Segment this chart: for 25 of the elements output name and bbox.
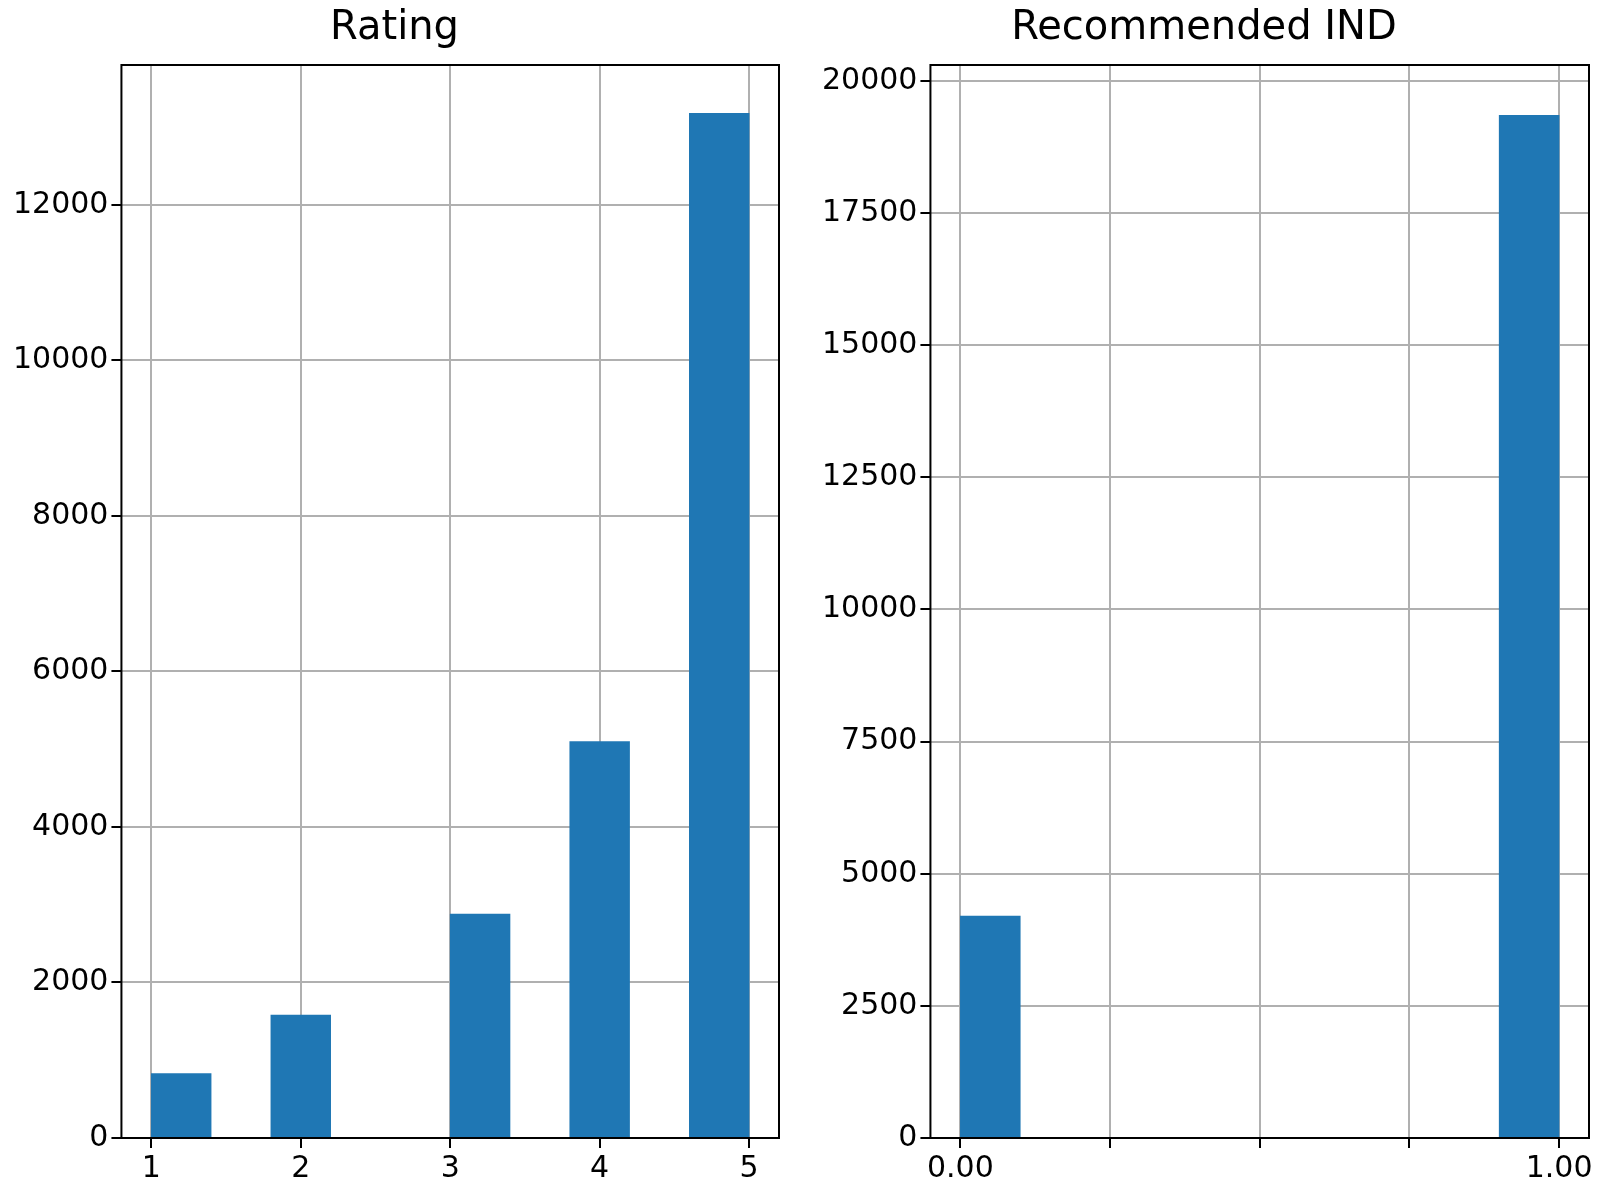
x-tick-label: 0.00 (926, 1148, 994, 1184)
chart-title: Rating (330, 2, 459, 49)
y-tick-label: 15000 (822, 324, 918, 360)
x-tick-label: 2 (291, 1148, 311, 1184)
y-tick-label: 7500 (841, 721, 918, 757)
y-tick-label: 17500 (822, 192, 918, 228)
y-tick-label: 5000 (841, 853, 918, 889)
x-tick-label: 3 (440, 1148, 460, 1184)
y-tick-label: 6000 (32, 651, 109, 687)
y-tick-label: 0 (89, 1117, 109, 1153)
x-tick-label: 1 (141, 1148, 161, 1184)
y-tick-label: 0 (898, 1117, 918, 1153)
y-tick-label: 10000 (13, 340, 109, 376)
y-tick-label: 12000 (13, 184, 109, 220)
y-tick-label: 2000 (32, 962, 109, 998)
y-tick-label: 2500 (841, 985, 918, 1021)
x-tick-label: 1.00 (1525, 1148, 1593, 1184)
y-tick-label: 4000 (32, 806, 109, 842)
x-tick-label: 5 (739, 1148, 759, 1184)
y-tick-label: 20000 (822, 60, 918, 96)
y-tick-label: 10000 (822, 589, 918, 625)
x-tick-label: 4 (590, 1148, 610, 1184)
y-tick-label: 12500 (822, 457, 918, 493)
y-tick-label: 8000 (32, 495, 109, 531)
chart-title: Recommended IND (1011, 2, 1397, 49)
